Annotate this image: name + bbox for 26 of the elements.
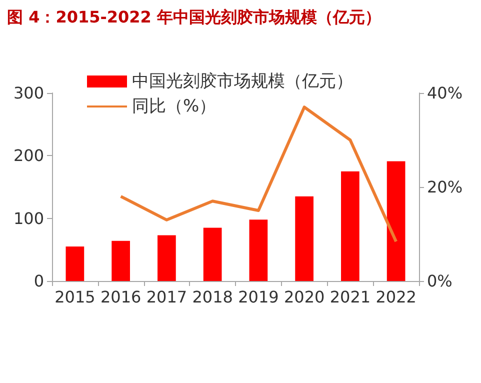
y-tick-label: 100 [13, 208, 44, 228]
bar [295, 196, 314, 281]
x-tick-label: 2017 [146, 288, 188, 306]
x-tick-label: 2022 [376, 288, 416, 306]
y2-tick-label: 20% [427, 178, 463, 196]
y2-tick-label: 0% [427, 272, 452, 290]
y-tick-label: 200 [13, 146, 44, 166]
x-tick-label: 2018 [192, 288, 233, 306]
y-tick-label: 0 [34, 272, 44, 290]
chart-title: 图 4：2015-2022 年中国光刻胶市场规模（亿元） [7, 8, 381, 26]
x-tick-label: 2019 [238, 288, 279, 306]
x-tick-label: 2016 [100, 288, 142, 306]
bar [66, 246, 84, 281]
bar [341, 171, 360, 281]
legend-label: 中国光刻胶市场规模（亿元） [132, 72, 353, 92]
x-tick-label: 2020 [284, 288, 325, 306]
y-tick-label: 300 [13, 84, 44, 102]
legend-label: 同比（%） [132, 96, 216, 116]
bar [386, 161, 406, 281]
bar [112, 240, 130, 281]
bar [203, 228, 222, 281]
bar [158, 235, 176, 281]
y2-tick-label: 40% [427, 84, 463, 102]
x-tick-label: 2021 [330, 288, 371, 306]
x-tick-label: 2015 [54, 288, 96, 306]
bar [249, 220, 268, 281]
